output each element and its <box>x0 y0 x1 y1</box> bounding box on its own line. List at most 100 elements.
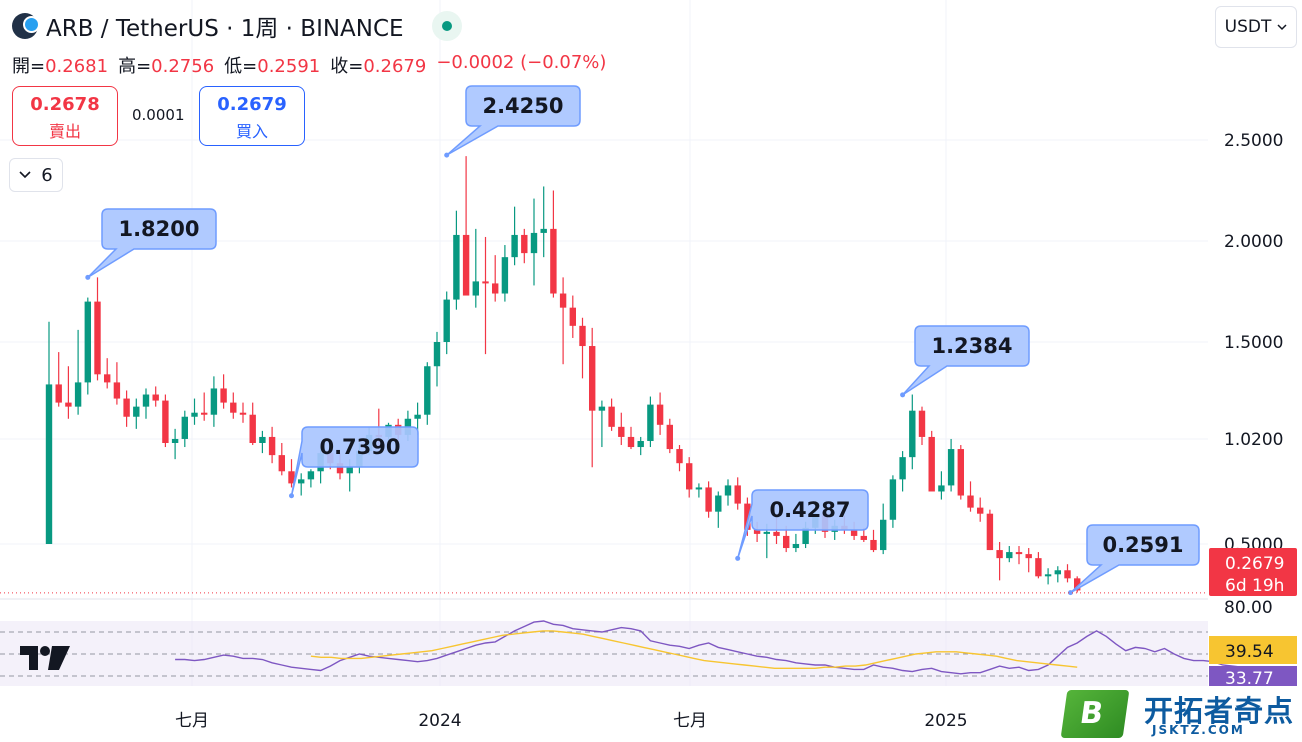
candle-body <box>191 412 198 417</box>
candle-body <box>802 527 809 544</box>
candle-body <box>492 283 499 294</box>
ohlc-close: 收=0.2679 <box>330 56 427 77</box>
candle-body <box>744 503 751 530</box>
candle-body <box>647 404 654 441</box>
candle-body <box>336 463 344 474</box>
countdown-label: 6d 19h <box>1225 576 1284 596</box>
candle-body <box>181 416 188 439</box>
candle-body <box>724 485 732 496</box>
candle-body <box>453 234 460 300</box>
candle-body <box>482 281 489 284</box>
callout-anchor-dot <box>444 152 450 158</box>
candle-body <box>967 495 974 508</box>
candle-body <box>249 414 256 443</box>
candle-body <box>307 471 315 480</box>
symbol-title[interactable]: ARB / TetherUS · 1周 · BINANCE <box>46 16 404 42</box>
x-tick-label: 2025 <box>924 711 967 731</box>
candle-body <box>860 535 867 540</box>
candle-body <box>414 414 421 419</box>
candle-body <box>288 471 295 484</box>
candle-body <box>1035 558 1042 577</box>
candle-body <box>278 455 285 472</box>
price-callout-label: 1.8200 <box>118 217 199 241</box>
candle-body <box>918 410 926 437</box>
indicators-collapse-button[interactable]: 6 <box>9 158 63 192</box>
sell-button[interactable]: 0.2678 賣出 <box>12 86 118 146</box>
candle-body <box>618 426 625 437</box>
chevron-down-icon <box>1277 23 1287 30</box>
candle-body <box>133 406 140 417</box>
candle-body <box>996 550 1003 559</box>
candle-body <box>501 257 509 294</box>
candle-body <box>162 400 169 443</box>
x-tick-label: 2024 <box>418 711 461 731</box>
buy-price: 0.2679 <box>217 94 287 115</box>
candle-body <box>1006 552 1013 559</box>
candle-body <box>1064 570 1071 579</box>
candle-body <box>686 463 693 490</box>
candle-body <box>753 529 761 534</box>
candle-body <box>113 382 121 399</box>
ohlc-low: 低=0.2591 <box>224 56 321 77</box>
candle-body <box>559 293 567 308</box>
candle-body <box>589 346 596 411</box>
price-callout <box>736 489 869 559</box>
candle-body <box>259 436 266 443</box>
candle-body <box>511 234 518 258</box>
candle-body <box>210 388 218 415</box>
candle-body <box>909 410 916 458</box>
candle-body <box>346 467 353 474</box>
candle-body <box>171 438 179 443</box>
candle-body <box>763 531 770 534</box>
currency-label: USDT <box>1224 17 1272 37</box>
b-logo-icon: B <box>1060 690 1130 738</box>
price-callout-label: 0.7390 <box>319 435 400 459</box>
chevron-down-icon <box>19 171 31 179</box>
candle-body <box>123 398 130 417</box>
ohlc-high: 高=0.2756 <box>118 56 215 77</box>
price-callout <box>1069 524 1200 594</box>
candle-body <box>773 531 780 536</box>
candle-body <box>569 307 576 326</box>
candle-body <box>889 479 897 520</box>
sell-label: 賣出 <box>48 122 81 141</box>
price-callout <box>446 85 581 156</box>
candle-body <box>608 406 615 427</box>
rsi-ma-line <box>310 630 1078 669</box>
currency-select[interactable]: USDT <box>1215 6 1297 48</box>
candle-body <box>84 301 91 383</box>
price-callouts: 1.8200 0.7390 2.4250 0.4287 1.2384 0.2591 <box>85 85 1200 596</box>
candle-body <box>540 228 547 233</box>
candle-body <box>65 402 72 407</box>
ohlc-change: −0.0002 (−0.07%) <box>436 52 607 73</box>
candle-body <box>637 440 644 448</box>
candle-body <box>792 544 800 549</box>
indicator-count: 6 <box>41 164 53 186</box>
price-callout-label: 2.4250 <box>482 94 563 118</box>
candle-body <box>734 485 741 504</box>
callout-anchor-dot <box>289 493 294 499</box>
candle-body <box>94 301 101 375</box>
candle-body <box>850 529 858 536</box>
candle-body <box>55 384 62 403</box>
candle-body <box>880 519 887 551</box>
candle-body <box>1044 574 1052 577</box>
symbol-header: ARB / TetherUS · 1周 · BINANCE <box>12 8 462 44</box>
price-callout-label: 0.2591 <box>1102 533 1183 557</box>
sell-price: 0.2678 <box>30 94 100 115</box>
candle-body <box>521 234 528 254</box>
candle-body <box>986 513 994 551</box>
x-tick-label: 七月 <box>175 711 209 731</box>
last-price-tag <box>1209 548 1297 596</box>
candle-body <box>938 485 945 492</box>
rsi-tick-label: 80.00 <box>1224 598 1273 618</box>
candle-body <box>530 232 538 254</box>
candle-body <box>656 404 664 425</box>
buy-button[interactable]: 0.2679 買入 <box>199 86 305 146</box>
candle-body <box>676 449 683 464</box>
candle-body <box>947 449 955 486</box>
candle-body <box>424 366 431 415</box>
tradingview-logo-icon <box>20 646 70 670</box>
watermark-site-url: JSKTZ.COM <box>1152 723 1245 737</box>
